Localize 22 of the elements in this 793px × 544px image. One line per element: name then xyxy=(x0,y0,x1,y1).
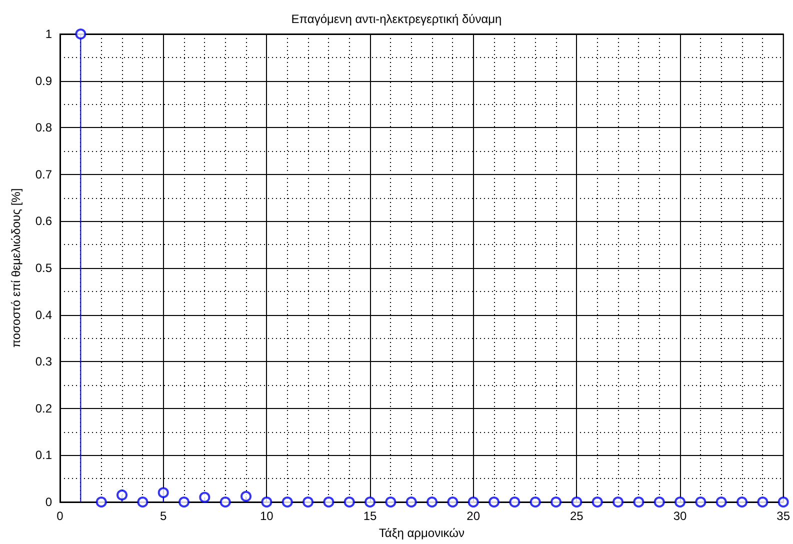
y-tick-label: 0.9 xyxy=(35,74,52,88)
y-tick-label: 0.5 xyxy=(35,261,52,275)
y-tick-label: 0.6 xyxy=(35,214,52,228)
y-axis-title: ποσοστό επί θεμελιώδους [%] xyxy=(9,188,23,348)
x-tick-label: 0 xyxy=(56,509,64,523)
y-tick-label: 0.2 xyxy=(35,401,52,416)
x-tick-label: 30 xyxy=(673,509,687,523)
chart-title: Επαγόμενη αντι-ηλεκτρεγερτική δύναμη xyxy=(291,12,502,26)
x-axis-title: Τάξη αρμονικών xyxy=(378,526,464,540)
y-tick-label: 0.3 xyxy=(35,354,52,369)
x-tick-label: 35 xyxy=(776,509,790,523)
x-tick-label: 5 xyxy=(160,509,167,523)
y-tick-label: 0.7 xyxy=(35,167,52,182)
x-tick-label: 20 xyxy=(466,509,480,523)
y-tick-label: 0.4 xyxy=(35,308,52,322)
x-tick-label: 15 xyxy=(363,509,377,523)
x-tick-label: 25 xyxy=(570,509,584,523)
y-tick-label: 0 xyxy=(45,495,52,509)
y-tick-label: 0.8 xyxy=(35,120,52,135)
x-tick-label: 10 xyxy=(260,509,274,523)
y-tick-label: 0.1 xyxy=(35,448,52,462)
y-tick-label: 1 xyxy=(45,27,52,41)
